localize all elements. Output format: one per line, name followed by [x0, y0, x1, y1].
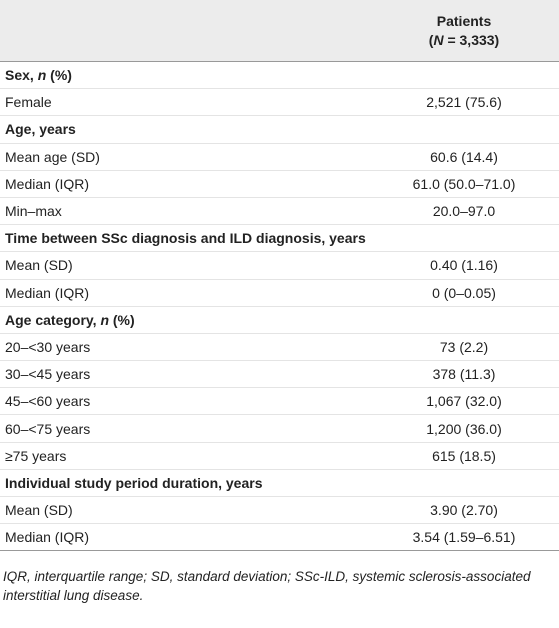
- data-row: Female 2,521 (75.6): [0, 88, 559, 117]
- column-subtitle-italic: N: [433, 31, 444, 48]
- row-label: Mean age (SD): [0, 143, 369, 171]
- section-title-part: Sex,: [5, 67, 38, 84]
- row-label: 60–<75 years: [0, 414, 369, 443]
- table-body: Sex, n (%) Female 2,521 (75.6) Age, years Me…: [0, 61, 559, 552]
- row-label: 30–<45 years: [0, 360, 369, 389]
- row-value: 20.0–97.0: [369, 197, 559, 226]
- row-value: 73 (2.2): [369, 333, 559, 362]
- column-subtitle: (: [428, 31, 434, 48]
- row-label: 20–<30 years: [0, 333, 369, 362]
- row-label: Mean (SD): [0, 251, 369, 280]
- row-value: 1,067 (32.0): [369, 387, 559, 416]
- row-label: ≥75 years: [0, 442, 369, 470]
- column-header: Patients (N = 3,333): [369, 0, 559, 62]
- data-row: ≥75 years 615 (18.5): [0, 442, 559, 470]
- section-title: Time between SSc diagnosis and ILD diagn…: [0, 224, 559, 253]
- section-title-part: Time between SSc diagnosis and ILD diagn…: [5, 230, 366, 247]
- section-title-part: n: [100, 311, 109, 328]
- section-row: Age category, n (%): [0, 306, 559, 334]
- header-blank: [0, 0, 369, 62]
- data-row: Mean age (SD) 60.6 (14.4): [0, 143, 559, 171]
- section-title-part: Age category,: [5, 311, 101, 328]
- data-row: Median (IQR) 0 (0–0.05): [0, 279, 559, 307]
- section-title: Age, years: [0, 115, 559, 144]
- section-title-part: Individual study period duration, years: [5, 474, 263, 491]
- row-label: 45–<60 years: [0, 387, 369, 416]
- section-title-part: Age, years: [5, 121, 76, 138]
- row-value: 0 (0–0.05): [369, 279, 559, 307]
- section-row: Age, years: [0, 115, 559, 144]
- data-row: Median (IQR) 61.0 (50.0–71.0): [0, 170, 559, 198]
- section-title: Age category, n (%): [0, 306, 559, 334]
- row-value: 0.40 (1.16): [369, 251, 559, 280]
- row-label: Median (IQR): [0, 279, 369, 307]
- row-value: 3.54 (1.59–6.51): [369, 523, 559, 552]
- row-label: Median (IQR): [0, 523, 369, 552]
- header-row: Patients (N = 3,333): [0, 0, 559, 62]
- data-row: Min–max 20.0–97.0: [0, 197, 559, 226]
- row-value: 61.0 (50.0–71.0): [369, 170, 559, 198]
- footnote: IQR, interquartile range; SD, standard d…: [3, 569, 531, 604]
- section-title-part: (%): [46, 67, 72, 84]
- data-row: Mean (SD) 0.40 (1.16): [0, 251, 559, 280]
- section-row: Sex, n (%): [0, 61, 559, 90]
- data-row: 60–<75 years 1,200 (36.0): [0, 414, 559, 443]
- row-value: 1,200 (36.0): [369, 414, 559, 443]
- section-title-part: (%): [109, 311, 135, 328]
- row-label: Min–max: [0, 197, 369, 226]
- row-value: 3.90 (2.70): [369, 496, 559, 525]
- section-row: Time between SSc diagnosis and ILD diagn…: [0, 224, 559, 253]
- row-value: 60.6 (14.4): [369, 143, 559, 171]
- row-value: 378 (11.3): [369, 360, 559, 389]
- section-title-part: n: [37, 67, 47, 84]
- row-value: 2,521 (75.6): [369, 88, 559, 117]
- column-subtitle: = 3,333): [443, 31, 500, 48]
- data-table: Patients (N = 3,333) Sex, n (%) Female 2,5…: [0, 0, 559, 552]
- column-title: Patients: [436, 12, 492, 29]
- data-row: 30–<45 years 378 (11.3): [0, 360, 559, 389]
- data-row: Mean (SD) 3.90 (2.70): [0, 496, 559, 525]
- data-row: 45–<60 years 1,067 (32.0): [0, 387, 559, 416]
- row-label: Mean (SD): [0, 496, 369, 525]
- data-row: Median (IQR) 3.54 (1.59–6.51): [0, 523, 559, 552]
- row-value: 615 (18.5): [369, 442, 559, 470]
- section-row: Individual study period duration, years: [0, 469, 559, 498]
- row-label: Female: [0, 88, 369, 117]
- data-row: 20–<30 years 73 (2.2): [0, 333, 559, 362]
- section-title: Individual study period duration, years: [0, 469, 559, 498]
- section-title: Sex, n (%): [0, 61, 559, 90]
- row-label: Median (IQR): [0, 170, 369, 198]
